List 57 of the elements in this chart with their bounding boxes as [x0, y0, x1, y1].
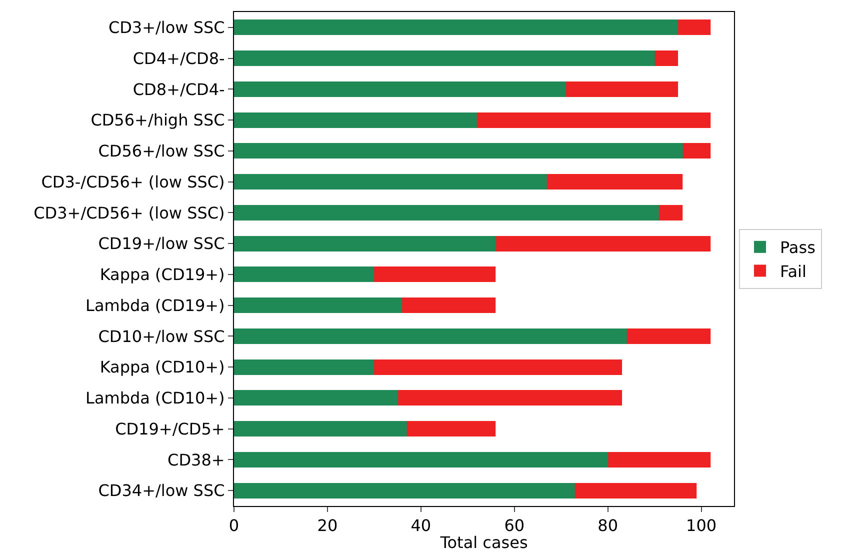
- bar: [234, 328, 627, 344]
- bar: [406, 421, 496, 437]
- bar: [234, 112, 477, 128]
- x-axis-title: Total cases: [439, 533, 528, 552]
- bar: [234, 20, 678, 36]
- y-tick-label: CD19+/low SSC: [98, 234, 225, 254]
- x-tick-label: 20: [317, 516, 338, 536]
- bar: [234, 452, 608, 468]
- bar: [547, 174, 683, 190]
- bar: [234, 174, 548, 190]
- bar: [234, 236, 496, 252]
- x-tick-label: 60: [504, 516, 525, 536]
- bar: [476, 112, 711, 128]
- y-tick-label: CD56+/high SSC: [90, 110, 225, 130]
- y-tick-label: CD3+/low SSC: [108, 18, 225, 38]
- bar: [608, 452, 711, 468]
- y-tick-label: CD38+: [168, 450, 225, 470]
- y-tick-label: CD10+/low SSC: [98, 326, 225, 346]
- y-tick-label: CD19+/CD5+: [115, 419, 225, 438]
- y-tick-label: CD8+/CD4-: [132, 80, 225, 99]
- bar: [678, 20, 711, 36]
- y-tick-label: CD3+/CD56+ (low SSC): [34, 203, 225, 222]
- bar: [234, 50, 655, 66]
- legend-label: Pass: [780, 238, 816, 258]
- bar: [234, 266, 374, 282]
- y-tick-label: CD34+/low SSC: [98, 481, 225, 500]
- y-tick-label: CD3-/CD56+ (low SSC): [41, 172, 225, 192]
- bar: [374, 266, 496, 282]
- x-tick-label: 100: [686, 516, 717, 536]
- bar: [496, 236, 711, 252]
- bar: [566, 81, 678, 97]
- bar: [374, 359, 622, 375]
- y-tick-label: Kappa (CD19+): [100, 265, 225, 284]
- y-tick-label: CD56+/low SSC: [98, 142, 225, 161]
- x-tick-label: 40: [410, 516, 432, 536]
- bar: [234, 482, 576, 498]
- bar: [626, 328, 711, 344]
- y-tick-label: CD4+/CD8-: [132, 48, 225, 68]
- y-tick-label: Lambda (CD10+): [86, 388, 225, 408]
- bar: [575, 482, 697, 498]
- x-tick-label: 80: [598, 516, 618, 536]
- bar: [398, 390, 622, 406]
- bar: [402, 298, 496, 314]
- legend-label: Fail: [780, 262, 806, 281]
- bar: [234, 390, 398, 406]
- bar: [654, 50, 678, 66]
- bar: [659, 204, 683, 220]
- y-tick-label: Lambda (CD19+): [86, 296, 225, 315]
- bar: [234, 421, 407, 437]
- bar: [234, 81, 566, 97]
- bar: [234, 359, 374, 375]
- bar: [234, 143, 683, 159]
- bar: [682, 143, 711, 159]
- x-tick-label: 0: [228, 516, 240, 536]
- bar: [234, 204, 660, 220]
- y-tick-label: Kappa (CD10+): [100, 358, 225, 377]
- bar: [234, 298, 402, 314]
